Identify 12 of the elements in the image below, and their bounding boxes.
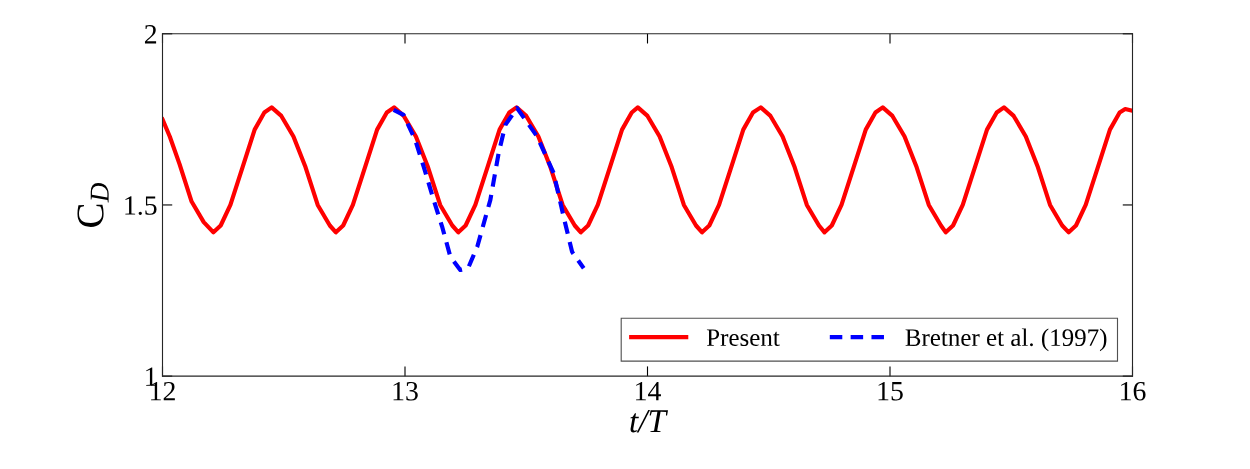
x-tick-label: 14 [636, 381, 661, 401]
legend-label: Bretner et al. (1997) [905, 328, 1107, 352]
y-tick-label: 1.5 [125, 196, 157, 215]
x-tick-label: 13 [393, 381, 418, 401]
line-series [391, 105, 586, 273]
x-axis-title: t/T [630, 410, 668, 433]
legend-label: Present [706, 329, 780, 347]
x-tick-label: 16 [1121, 381, 1146, 401]
y-tick-label: 2 [144, 25, 157, 44]
line-series [162, 105, 1133, 235]
x-tick-label: 15 [878, 381, 903, 401]
y-axis-title: C$_{D}$ [77, 182, 109, 227]
